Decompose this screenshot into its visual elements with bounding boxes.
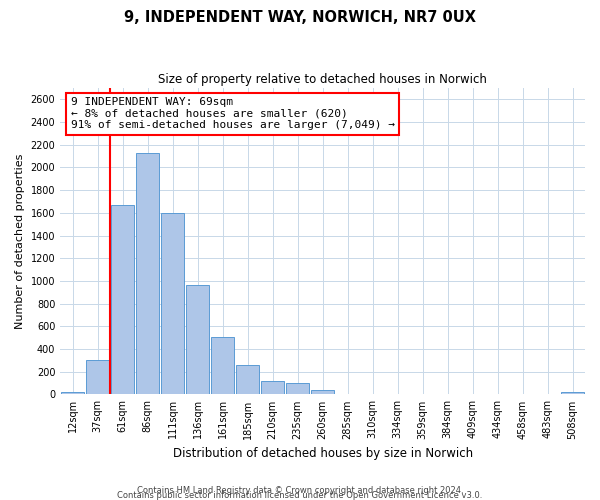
Bar xyxy=(61,392,84,394)
Bar xyxy=(262,381,284,394)
Bar xyxy=(286,383,309,394)
Bar xyxy=(211,336,234,394)
Text: Contains public sector information licensed under the Open Government Licence v3: Contains public sector information licen… xyxy=(118,491,482,500)
Bar xyxy=(236,366,259,394)
Bar xyxy=(112,205,134,394)
Text: 9 INDEPENDENT WAY: 69sqm
← 8% of detached houses are smaller (620)
91% of semi-d: 9 INDEPENDENT WAY: 69sqm ← 8% of detache… xyxy=(71,97,395,130)
Bar xyxy=(161,213,184,394)
Title: Size of property relative to detached houses in Norwich: Size of property relative to detached ho… xyxy=(158,72,487,86)
Y-axis label: Number of detached properties: Number of detached properties xyxy=(15,154,25,329)
Bar xyxy=(561,392,584,394)
Text: Contains HM Land Registry data © Crown copyright and database right 2024.: Contains HM Land Registry data © Crown c… xyxy=(137,486,463,495)
Text: 9, INDEPENDENT WAY, NORWICH, NR7 0UX: 9, INDEPENDENT WAY, NORWICH, NR7 0UX xyxy=(124,10,476,25)
X-axis label: Distribution of detached houses by size in Norwich: Distribution of detached houses by size … xyxy=(173,447,473,460)
Bar xyxy=(136,152,159,394)
Bar xyxy=(86,360,109,394)
Bar xyxy=(187,286,209,395)
Bar xyxy=(311,390,334,394)
